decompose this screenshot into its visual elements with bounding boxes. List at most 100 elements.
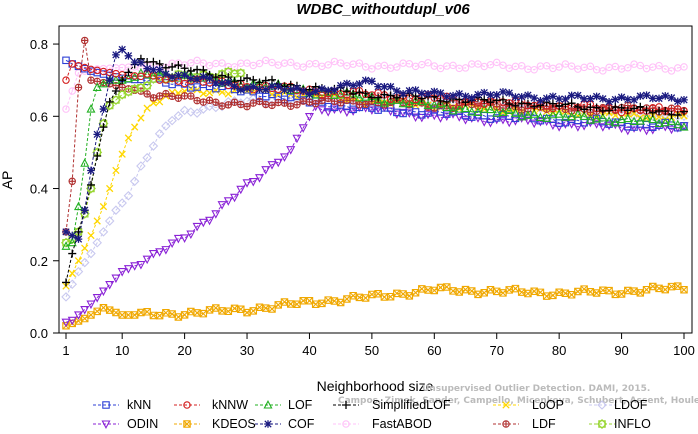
data-point-dot (540, 65, 542, 67)
data-point (138, 309, 144, 315)
data-point (499, 88, 507, 96)
data-point-dot (71, 90, 73, 92)
data-point (462, 92, 470, 100)
data-point (362, 76, 370, 84)
data-point (250, 100, 256, 106)
data-point-dot (190, 62, 192, 64)
legend-label: ODIN (127, 417, 158, 431)
data-point (512, 285, 518, 291)
x-tick-label: 20 (177, 343, 191, 358)
x-tick-label: 1 (62, 343, 69, 358)
y-axis: 0.0 0.2 0.4 0.6 0.8 (30, 37, 59, 341)
data-point-dot (396, 66, 398, 68)
data-point-dot (121, 67, 123, 69)
legend-label: COF (288, 417, 315, 431)
data-point (200, 99, 206, 105)
data-point (81, 206, 89, 214)
y-tick-label: 0.4 (30, 182, 48, 197)
data-point (231, 99, 237, 105)
data-point (531, 288, 537, 294)
data-point-dot (234, 66, 236, 68)
data-point-dot (583, 67, 585, 69)
data-point (343, 80, 351, 88)
data-point-dot (402, 62, 404, 64)
data-point (200, 73, 208, 81)
data-point-dot (221, 62, 223, 64)
data-point (331, 98, 337, 104)
data-point (387, 83, 395, 91)
data-point-dot (458, 68, 460, 70)
data-point (325, 297, 331, 303)
data-point-dot (384, 65, 386, 67)
series-line (66, 106, 684, 322)
data-point (281, 100, 287, 106)
data-point (299, 87, 307, 95)
data-point (150, 95, 156, 101)
data-point (119, 312, 125, 318)
data-point-dot (621, 68, 623, 70)
data-point-dot (296, 65, 298, 67)
data-point-dot (608, 67, 610, 69)
legend-item-lof: LOF (255, 398, 313, 412)
x-axis-label: Neighborhood size (317, 378, 434, 394)
data-point (412, 86, 420, 94)
data-point-dot (277, 64, 279, 66)
data-point (287, 86, 295, 94)
data-point (100, 105, 108, 113)
data-point-dot (109, 67, 111, 69)
data-point (474, 91, 482, 99)
data-point-dot (652, 66, 654, 68)
legend-item-knn: kNN (93, 398, 151, 412)
data-point (163, 90, 169, 96)
data-point-dot (515, 66, 517, 68)
data-point (481, 290, 487, 296)
data-point (356, 80, 364, 88)
data-point (625, 287, 631, 293)
data-point (82, 245, 88, 251)
data-point-dot (65, 108, 67, 110)
data-point (637, 92, 645, 100)
data-point (368, 78, 376, 86)
data-point-dot (646, 68, 648, 70)
data-point-dot (683, 66, 685, 68)
data-point (419, 286, 425, 292)
data-point-dot (359, 62, 361, 64)
data-point-dot (664, 68, 666, 70)
data-point (225, 79, 233, 87)
data-point (213, 99, 219, 105)
data-point (175, 314, 181, 320)
data-point (194, 310, 200, 316)
data-point (175, 95, 181, 101)
data-point-dot (640, 65, 642, 67)
data-point-dot (633, 63, 635, 65)
data-point (82, 37, 88, 43)
data-point (562, 95, 570, 103)
data-point (144, 105, 150, 111)
data-point (574, 92, 582, 100)
data-point-dot (596, 69, 598, 71)
data-point (412, 290, 418, 296)
data-point (200, 219, 207, 226)
y-tick-label: 0.8 (30, 37, 48, 52)
data-point (650, 283, 656, 289)
data-point (206, 307, 212, 313)
data-point-dot (321, 66, 323, 68)
legend-label: SimplifiedLOF (372, 398, 451, 412)
watermark-line-1: Unsupervised Outlier Detection. DAMI, 20… (422, 384, 650, 394)
data-point-dot (558, 66, 560, 68)
data-point (681, 287, 687, 293)
data-point (456, 289, 462, 295)
data-point (337, 299, 343, 305)
legend-label: KDEOS (212, 417, 256, 431)
legend-label: kNNW (212, 398, 248, 412)
data-point (244, 309, 250, 315)
data-point (206, 75, 214, 83)
x-axis: 1 10 20 30 40 50 60 70 80 90 100 (62, 333, 694, 358)
data-point-dot (521, 65, 523, 67)
data-point (281, 299, 287, 305)
data-point-dot (427, 62, 429, 64)
data-point-dot (677, 67, 679, 69)
data-point (231, 305, 237, 311)
data-point (69, 270, 75, 276)
data-point (505, 89, 513, 97)
